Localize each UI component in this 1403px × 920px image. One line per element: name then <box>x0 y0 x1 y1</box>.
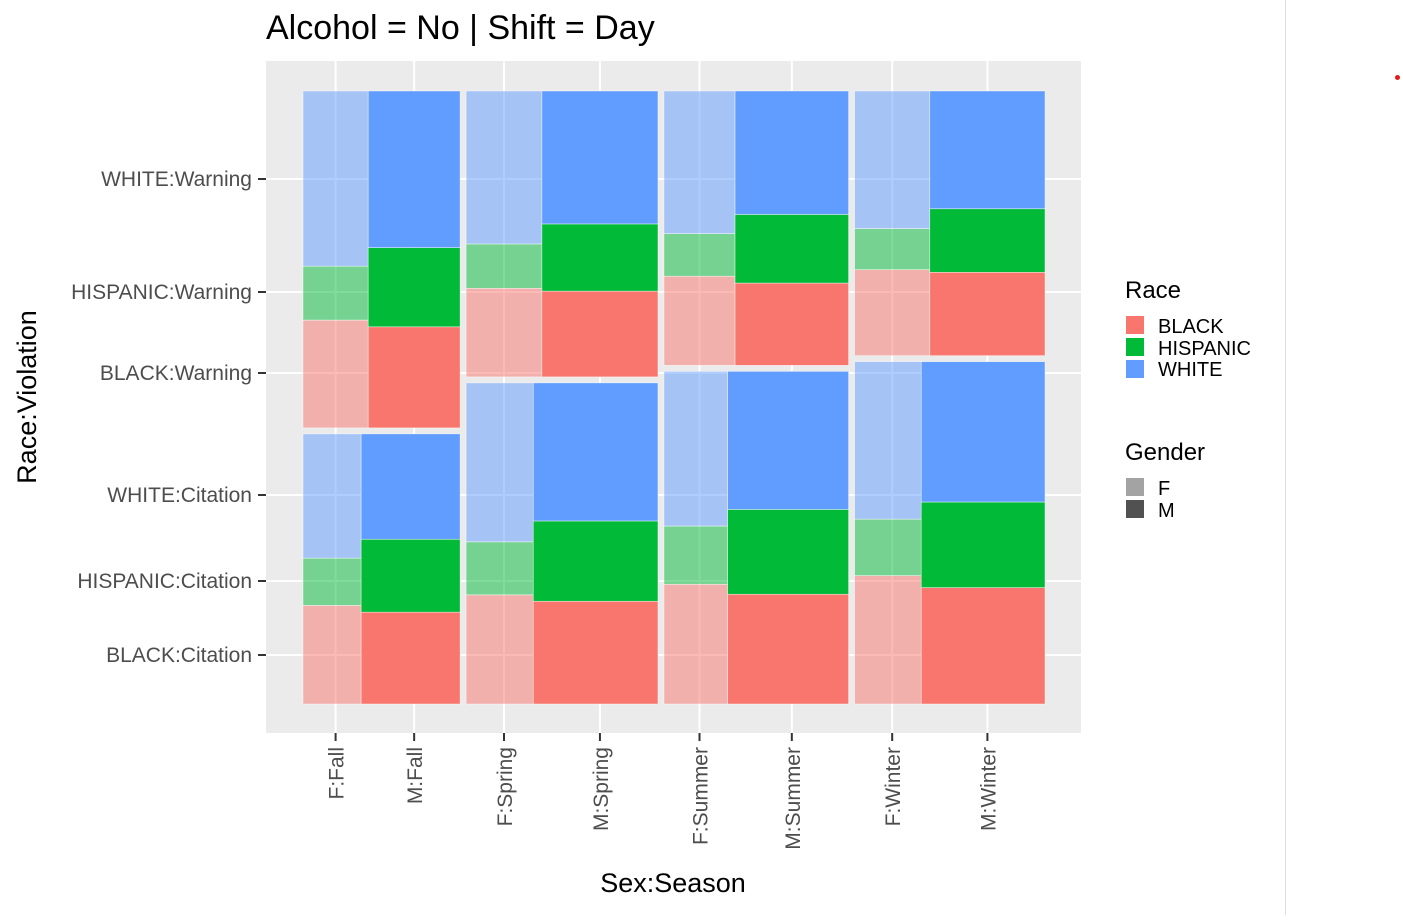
tile-spring-warning-m-hispanic <box>541 223 659 292</box>
legend-swatch-black <box>1126 316 1144 334</box>
tile-summer-citation-m-hispanic <box>727 509 849 595</box>
legend-race: Race BLACK HISPANIC WHITE <box>1125 277 1251 381</box>
tile-fall-warning-m-hispanic <box>367 247 461 328</box>
tile-spring-citation-m-white <box>532 382 659 522</box>
x-tick-label: F:Summer <box>690 747 713 845</box>
legend-swatch-m <box>1126 500 1144 518</box>
tile-fall-warning-m-white <box>367 90 461 248</box>
y-tick-label: HISPANIC:Citation <box>77 570 252 593</box>
x-tick-label: F:Spring <box>494 747 517 826</box>
x-tick-label: F:Fall <box>326 747 349 800</box>
tile-spring-citation-m-black <box>532 600 659 705</box>
tile-winter-citation-m-white <box>920 361 1046 503</box>
tile-winter-warning-f-hispanic <box>854 228 931 270</box>
tile-winter-citation-f-white <box>854 361 922 520</box>
legend-swatch-f <box>1126 478 1144 496</box>
pane-divider <box>1285 0 1286 915</box>
y-tick-label: BLACK:Citation <box>106 644 252 667</box>
legend-gender: Gender F M <box>1125 439 1205 522</box>
legend-swatch-white <box>1126 360 1144 378</box>
x-tick-label: M:Fall <box>404 747 427 804</box>
tile-summer-citation-f-black <box>663 583 728 705</box>
tile-spring-citation-f-black <box>465 594 534 705</box>
tile-fall-citation-m-black <box>360 611 461 705</box>
tile-spring-warning-m-black <box>541 290 659 378</box>
legend-label-f: F <box>1158 478 1170 500</box>
tile-fall-warning-f-white <box>302 90 369 267</box>
chart-title: Alcohol = No | Shift = Day <box>266 9 655 47</box>
axes: BLACK:Citation HISPANIC:Citation WHITE:Cit… <box>71 168 1000 850</box>
tile-fall-warning-f-black <box>302 319 369 429</box>
tile-fall-citation-m-hispanic <box>360 538 461 613</box>
tile-summer-warning-f-hispanic <box>663 233 736 277</box>
tile-spring-warning-m-white <box>541 90 659 225</box>
tile-summer-warning-m-hispanic <box>734 214 849 284</box>
tile-summer-citation-f-white <box>663 371 728 527</box>
tile-summer-warning-m-black <box>734 282 849 366</box>
tile-spring-citation-m-hispanic <box>532 520 659 602</box>
legend-race-title: Race <box>1125 277 1181 304</box>
tile-winter-warning-f-white <box>854 90 931 229</box>
x-tick-label: M:Spring <box>590 747 613 831</box>
tile-spring-citation-f-white <box>465 382 534 543</box>
mosaic-tiles <box>302 90 1046 705</box>
tile-spring-warning-f-black <box>465 287 543 378</box>
x-tick-label: M:Winter <box>977 747 1000 831</box>
tile-winter-warning-m-hispanic <box>929 208 1046 273</box>
tile-spring-warning-f-hispanic <box>465 243 543 289</box>
legend-label-white: WHITE <box>1158 359 1222 381</box>
legend-label-m: M <box>1158 500 1175 522</box>
y-tick-label: HISPANIC:Warning <box>71 281 252 304</box>
tile-summer-warning-m-white <box>734 90 849 215</box>
y-axis-title: Race:Violation <box>12 310 42 484</box>
tile-winter-warning-m-black <box>929 271 1046 356</box>
tile-fall-citation-f-black <box>302 605 362 705</box>
tile-spring-citation-f-hispanic <box>465 541 534 596</box>
tile-winter-warning-f-black <box>854 269 931 356</box>
tile-summer-citation-f-hispanic <box>663 525 728 585</box>
tile-summer-citation-m-white <box>727 371 849 510</box>
x-axis-title: Sex:Season <box>600 868 746 898</box>
legend-label-black: BLACK <box>1158 316 1224 338</box>
tile-summer-citation-m-black <box>727 593 849 705</box>
legend-label-hispanic: HISPANIC <box>1158 338 1251 360</box>
legend-gender-title: Gender <box>1125 439 1205 466</box>
tile-fall-warning-f-hispanic <box>302 265 369 321</box>
tile-fall-warning-m-black <box>367 326 461 429</box>
y-tick-label: WHITE:Warning <box>101 168 252 191</box>
tile-fall-citation-f-hispanic <box>302 557 362 606</box>
y-tick-label: BLACK:Warning <box>100 362 252 385</box>
tile-winter-citation-f-black <box>854 575 922 705</box>
red-marker-dot <box>1395 75 1400 80</box>
tile-summer-warning-f-white <box>663 90 736 234</box>
tile-winter-citation-m-hispanic <box>920 501 1046 588</box>
tile-fall-citation-m-white <box>360 433 461 540</box>
tile-winter-citation-f-hispanic <box>854 518 922 576</box>
tile-winter-warning-m-white <box>929 90 1046 210</box>
legend-swatch-hispanic <box>1126 338 1144 356</box>
x-tick-label: M:Summer <box>782 747 805 850</box>
x-tick-label: F:Winter <box>882 747 905 826</box>
y-tick-label: WHITE:Citation <box>107 484 252 507</box>
tile-winter-citation-m-black <box>920 587 1046 705</box>
tile-summer-warning-f-black <box>663 275 736 366</box>
tile-spring-warning-f-white <box>465 90 543 245</box>
tile-fall-citation-f-white <box>302 433 362 559</box>
